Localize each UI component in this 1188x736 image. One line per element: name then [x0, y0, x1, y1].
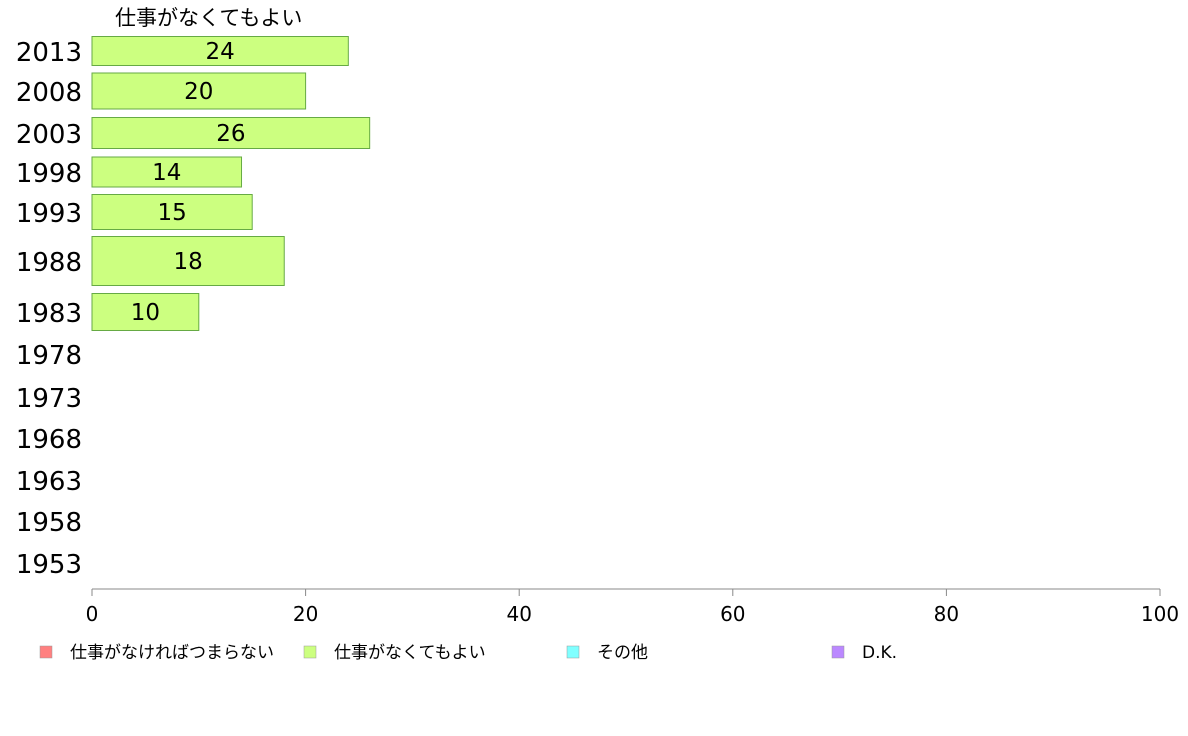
legend-label: D.K. [862, 643, 897, 663]
year-label: 1953 [16, 550, 82, 580]
bar-value-label: 10 [131, 300, 160, 326]
bar-value-label: 20 [184, 79, 213, 105]
bar-value-label: 24 [206, 39, 235, 65]
year-label: 1958 [16, 508, 82, 538]
x-tick-label: 0 [86, 602, 99, 626]
bar [91, 36, 349, 66]
bar [91, 117, 371, 149]
x-tick-label: 40 [506, 602, 531, 626]
year-label: 1983 [16, 299, 82, 329]
bar-value-label: 26 [216, 121, 245, 147]
x-axis: 0 20 40 60 80 100 [86, 588, 1179, 626]
x-tick-label: 20 [293, 602, 318, 626]
legend-label: その他 [597, 643, 648, 663]
legend-swatch [831, 645, 845, 659]
bar [91, 72, 307, 110]
year-label: 1963 [16, 467, 82, 497]
legend-swatch [566, 645, 580, 659]
bar-value-label: 15 [157, 200, 186, 226]
year-label: 1993 [16, 199, 82, 229]
bar-value-label: 18 [173, 249, 202, 275]
year-label: 1973 [16, 384, 82, 414]
x-tick-label: 100 [1141, 602, 1179, 626]
year-labels: 2013 2008 2003 1998 1993 1988 1983 1978 1973 1968… [16, 38, 82, 580]
legend-swatch [303, 645, 317, 659]
legend-label: 仕事がなければつまらない [70, 643, 274, 663]
series-title: 仕事がなくてもよい [115, 6, 302, 30]
year-label: 2008 [16, 78, 82, 108]
legend-swatch [39, 645, 53, 659]
year-label: 1998 [16, 159, 82, 189]
legend: 仕事がなければつまらない 仕事がなくてもよい その他 D.K. [39, 643, 897, 663]
bar [91, 156, 243, 188]
x-tick-label: 60 [720, 602, 745, 626]
x-tick-label: 80 [934, 602, 959, 626]
year-label: 1978 [16, 341, 82, 371]
year-label: 1988 [16, 248, 82, 278]
year-label: 1968 [16, 425, 82, 455]
bar [91, 293, 200, 331]
year-label: 2013 [16, 38, 82, 68]
bar [91, 236, 285, 286]
legend-label: 仕事がなくてもよい [334, 643, 486, 663]
bar [91, 194, 253, 230]
year-label: 2003 [16, 120, 82, 150]
bar-value-label: 14 [152, 160, 181, 186]
